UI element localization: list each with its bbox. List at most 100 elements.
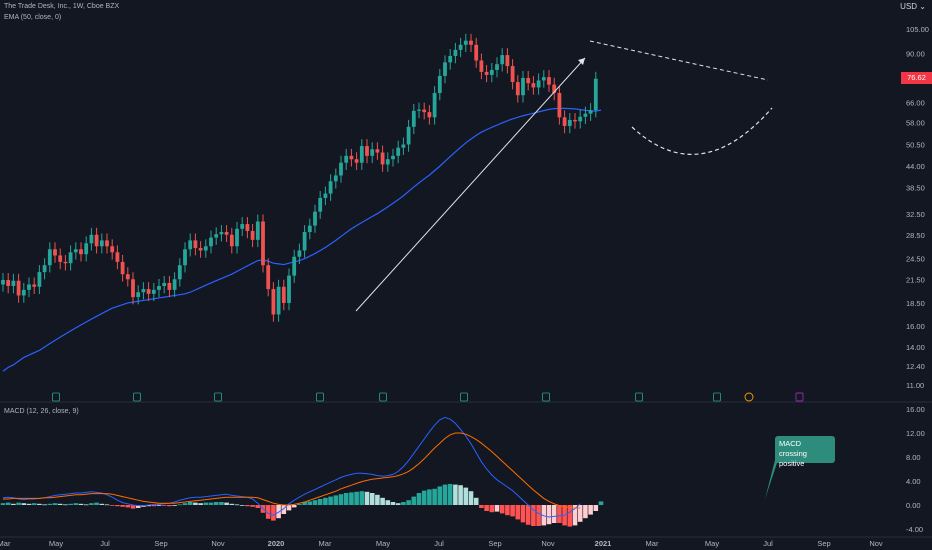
candle-84 <box>437 75 442 93</box>
candle-19 <box>99 240 104 247</box>
macd-hist-bar-44 <box>229 503 235 505</box>
candle-42 <box>219 232 224 235</box>
macd-hist-bar-47 <box>245 505 250 507</box>
macd-hist-bar-12 <box>63 504 68 506</box>
candle-77 <box>401 144 406 148</box>
lower-dashed-arc <box>631 107 773 155</box>
macd-hist-bar-97 <box>505 505 510 516</box>
candle-2 <box>11 280 16 286</box>
candle-98 <box>510 66 515 83</box>
macd-hist-bar-99 <box>515 505 521 520</box>
candle-31 <box>162 282 167 286</box>
candle-111 <box>578 116 583 122</box>
candle-74 <box>385 159 390 165</box>
ema-line <box>2 107 602 372</box>
candle-0 <box>1 279 5 285</box>
candle-94 <box>489 69 494 75</box>
price-tick-1: 90.00 <box>906 49 925 58</box>
macd-hist-bar-48 <box>250 505 255 507</box>
macd-hist-bar-15 <box>78 503 84 505</box>
macd-hist-bar-112 <box>583 505 588 519</box>
macd-hist-bar-73 <box>380 497 385 505</box>
macd-annotation: MACD crossing positive <box>775 436 835 468</box>
macd-hist-bar-77 <box>401 502 406 505</box>
candle-35 <box>183 249 187 266</box>
candle-114 <box>593 78 598 111</box>
macd-hist-bar-82 <box>427 489 432 505</box>
candle-112 <box>583 113 588 117</box>
macd-hist-bar-29 <box>151 505 157 507</box>
candle-37 <box>193 240 198 249</box>
candle-22 <box>115 252 120 262</box>
macd-hist-bar-10 <box>52 503 58 505</box>
macd-hist-bar-76 <box>395 503 401 505</box>
candle-108 <box>562 117 567 126</box>
price-tick-12: 18.50 <box>906 299 925 308</box>
candle-88 <box>458 44 463 50</box>
candle-82 <box>427 112 432 118</box>
candle-70 <box>365 146 369 156</box>
macd-hist-bar-7 <box>37 503 42 505</box>
currency-text: USD <box>900 2 918 11</box>
macd-hist-bar-20 <box>104 504 110 506</box>
macd-hist-bar-41 <box>213 502 219 505</box>
candle-104 <box>541 77 546 81</box>
macd-hist-bar-95 <box>494 505 500 512</box>
macd-hist-bar-64 <box>333 495 339 505</box>
macd-hist-bar-24 <box>125 505 131 508</box>
macd-hist-bar-74 <box>385 500 391 505</box>
macd-hist-bar-26 <box>135 505 141 508</box>
candle-55 <box>287 275 291 303</box>
candle-18 <box>94 234 99 247</box>
time-tick-12: Mar <box>646 539 659 548</box>
macd-hist-bar-109 <box>567 505 573 527</box>
macd-hist-bar-32 <box>167 505 172 507</box>
macd-hist-bar-83 <box>432 488 437 505</box>
macd-hist-bar-84 <box>437 486 443 505</box>
macd-tick-1: 12.00 <box>906 429 925 438</box>
ema-indicator-label[interactable]: EMA (50, close, 0) <box>4 14 62 21</box>
macd-hist-bar-103 <box>536 505 541 526</box>
macd-hist-bar-62 <box>323 497 328 505</box>
price-tick-3: 66.00 <box>906 98 925 107</box>
candle-96 <box>500 55 505 65</box>
macd-hist-bar-21 <box>109 505 115 506</box>
candle-49 <box>255 221 260 240</box>
earnings-marker-7 <box>635 392 643 402</box>
macd-hist-bar-4 <box>21 503 27 505</box>
price-tick-0: 105.00 <box>906 25 929 34</box>
candle-72 <box>375 149 380 153</box>
earnings-marker-3 <box>316 392 324 402</box>
macd-hist-bar-2 <box>11 503 16 505</box>
annotation-pointer <box>765 460 778 499</box>
macd-indicator-label[interactable]: MACD (12, 26, close, 9) <box>4 408 79 415</box>
candle-5 <box>27 284 31 290</box>
candle-110 <box>573 119 577 122</box>
price-tick-9: 28.50 <box>906 231 925 240</box>
candle-97 <box>505 55 510 67</box>
candle-85 <box>443 62 447 76</box>
symbol-title: The Trade Desk, Inc., 1W, Cboe BZX <box>4 3 120 10</box>
currency-label[interactable]: USD ⌄ <box>900 2 926 11</box>
earnings-upcoming-marker <box>744 392 754 402</box>
price-tick-16: 11.00 <box>906 381 924 390</box>
macd-hist-bar-98 <box>510 505 515 517</box>
candle-73 <box>380 152 385 165</box>
candle-90 <box>469 40 473 45</box>
candle-24 <box>125 274 130 280</box>
candle-57 <box>297 250 302 257</box>
candle-46 <box>240 224 245 229</box>
candle-51 <box>266 265 271 290</box>
macd-hist-bar-110 <box>572 505 578 526</box>
macd-hist-bar-88 <box>458 485 463 505</box>
macd-hist-bar-101 <box>525 505 531 525</box>
macd-hist-bar-37 <box>193 502 198 505</box>
candle-45 <box>235 228 239 247</box>
candle-43 <box>224 232 229 235</box>
price-tick-6: 44.00 <box>906 162 925 171</box>
candle-6 <box>32 284 37 287</box>
macd-hist-bar-22 <box>115 505 120 507</box>
candle-95 <box>495 64 499 70</box>
earnings-marker-1 <box>133 392 141 402</box>
